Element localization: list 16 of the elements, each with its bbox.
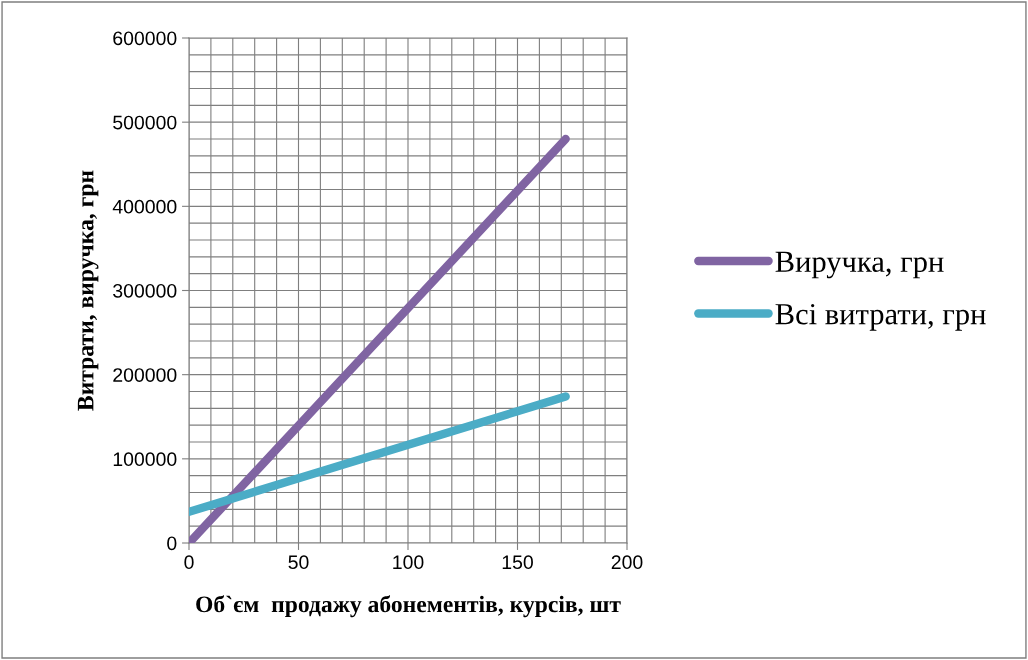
y-tick-label: 300000 [113,283,177,298]
x-tick-label: 200 [611,555,643,570]
y-tick-label: 500000 [113,115,177,130]
y-axis-title: Витрати, виручка, грн [77,170,99,411]
legend-label: Виручка, грн [775,251,944,279]
x-tick-label: 50 [288,555,309,570]
x-tick-label: 0 [184,555,194,570]
y-tick-label: 0 [167,536,177,551]
x-tick-label: 100 [393,555,424,570]
x-axis-title: Об`єм продажу абонементів, курсів, шт [196,595,621,618]
y-tick-label: 600000 [113,31,177,46]
y-tick-label: 100000 [113,452,177,467]
y-tick-label: 400000 [112,199,177,214]
legend-label: Всі витрати, грн [775,303,986,331]
x-tick-label: 150 [502,555,533,570]
y-tick-label: 200000 [113,368,177,382]
